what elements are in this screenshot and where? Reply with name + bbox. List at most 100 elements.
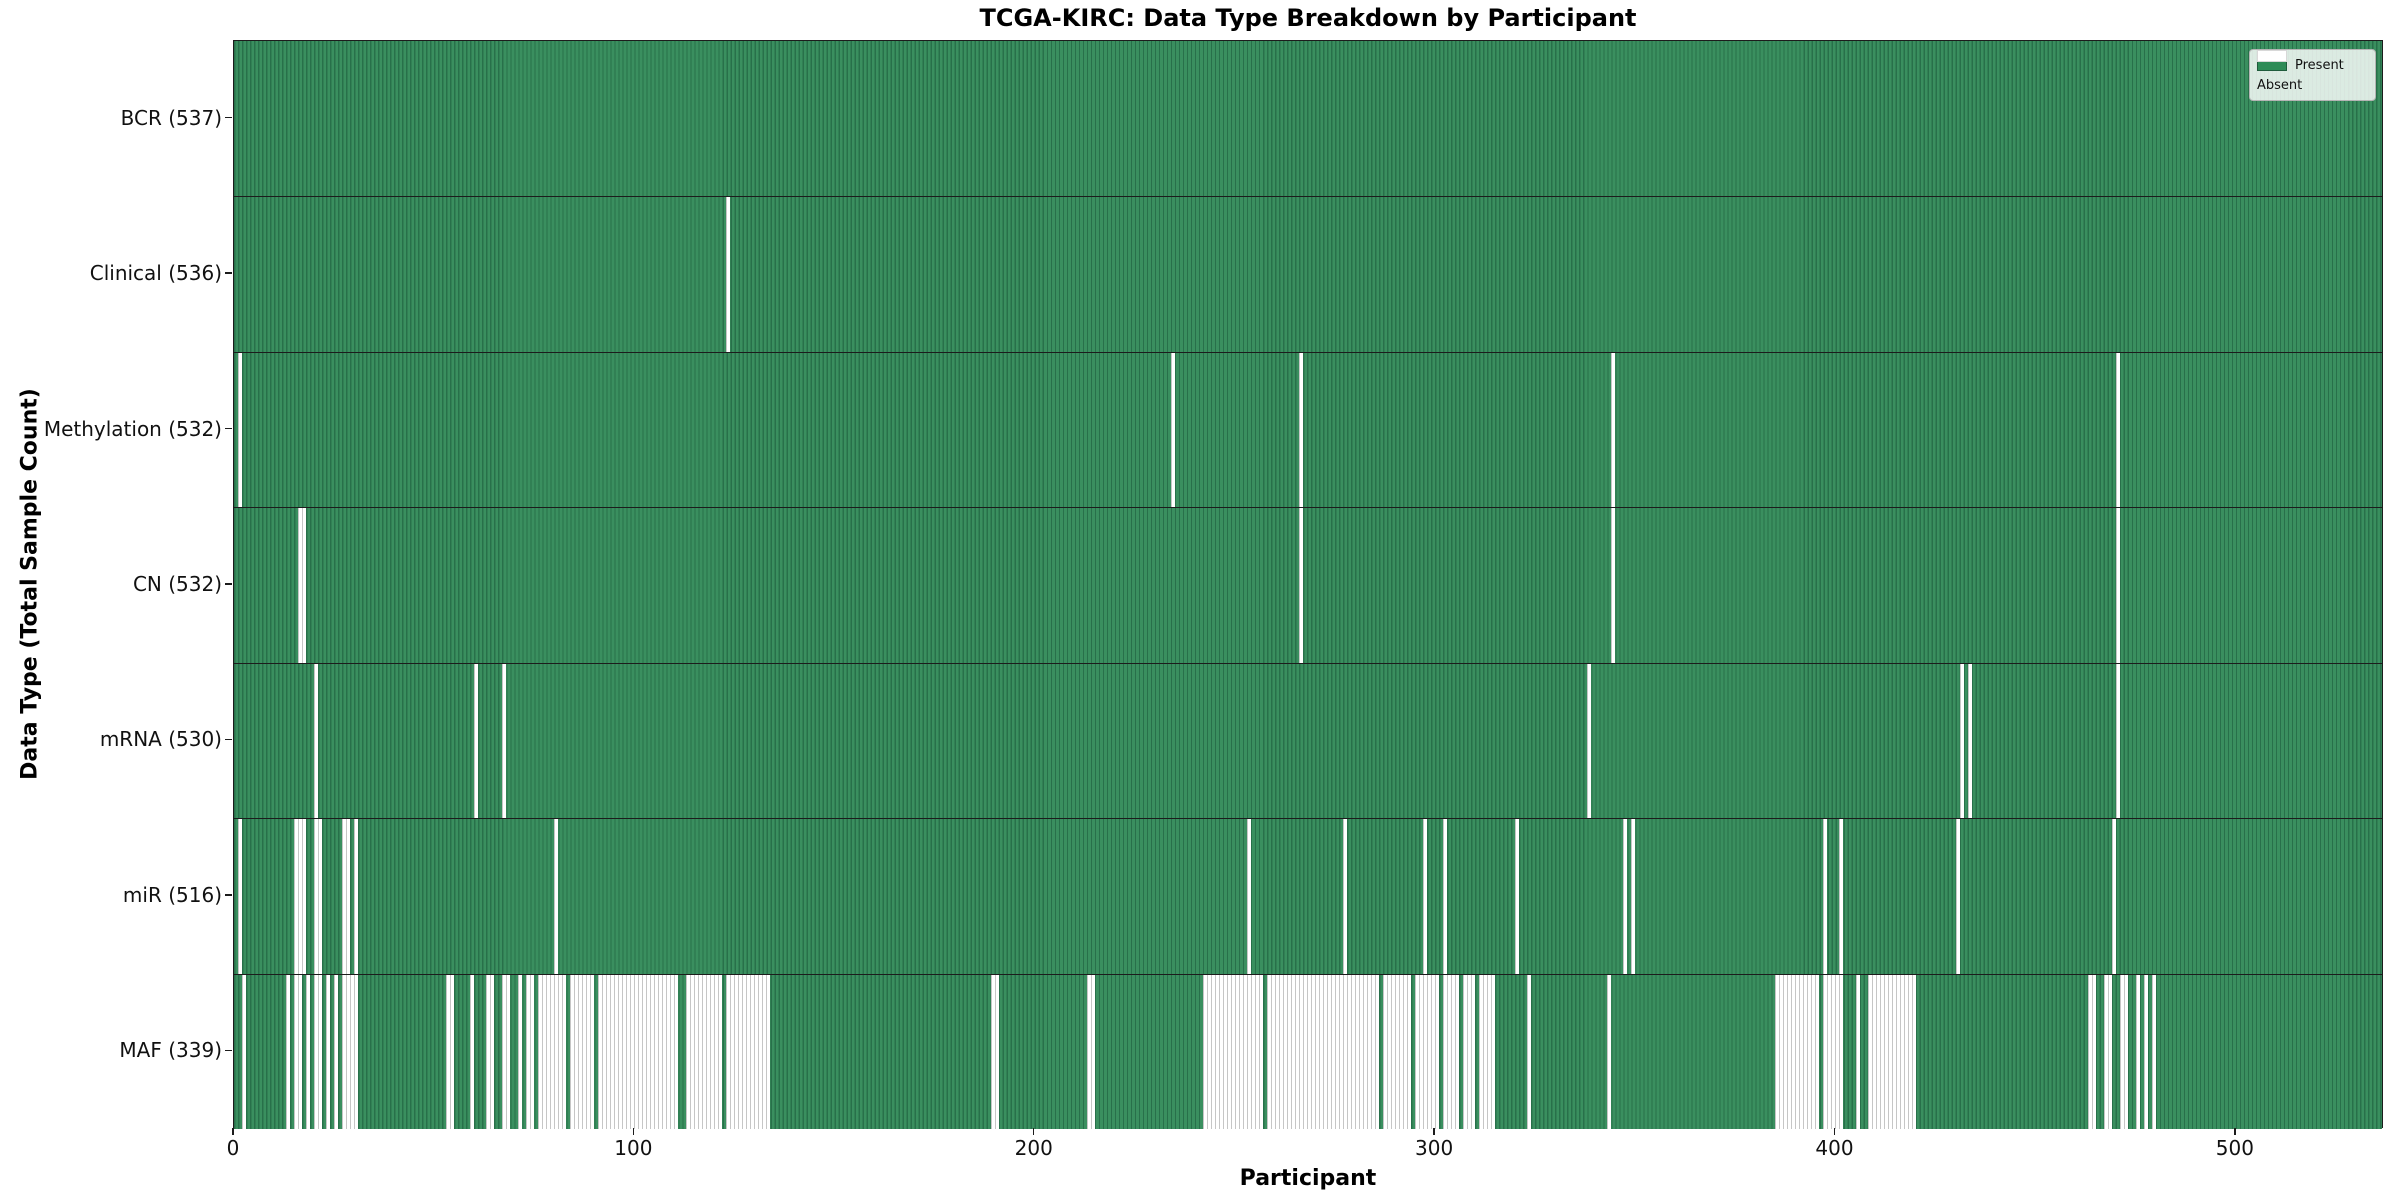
absent-stripe: [1266, 974, 1380, 1129]
heatmap-row-cn: [234, 507, 2382, 663]
absent-stripe: [1170, 352, 1175, 508]
y-tick-mark: [225, 738, 232, 741]
absent-stripe: [1607, 974, 1612, 1129]
absent-stripe: [554, 819, 559, 974]
y-tick-label-mrna: mRNA (530): [99, 727, 222, 752]
y-tick-label-mir: miR (516): [122, 882, 222, 907]
absent-stripe: [1298, 352, 1303, 508]
x-axis-label: Participant: [1239, 1166, 1377, 1191]
x-tick-label-100: 100: [614, 1136, 653, 1160]
absent-stripe: [2119, 974, 2128, 1129]
absent-stripe: [286, 974, 291, 1129]
x-tick-mark: [632, 1128, 635, 1135]
absent-stripe: [238, 819, 242, 974]
absent-stripe: [474, 663, 479, 819]
y-tick-mark: [225, 272, 232, 274]
chart-title: TCGA-KIRC: Data Type Breakdown by Partic…: [979, 4, 1637, 32]
y-tick-mark: [225, 894, 232, 896]
absent-stripe: [518, 974, 523, 1129]
absent-stripe: [598, 974, 679, 1129]
heatmap-row-mir: [234, 818, 2382, 974]
absent-stripe: [238, 352, 242, 508]
absent-stripe: [1343, 819, 1348, 974]
absent-stripe: [2087, 974, 2096, 1129]
y-tick-mark: [225, 427, 232, 430]
heatmap-row-maf: [234, 973, 2382, 1129]
y-axis-label: Data Type (Total Sample Count): [17, 388, 43, 780]
absent-stripe: [1443, 974, 1460, 1129]
absent-stripe: [446, 974, 455, 1129]
absent-stripe: [990, 974, 999, 1129]
x-tick-label-400: 400: [1815, 1136, 1854, 1160]
absent-stripe: [1463, 974, 1476, 1129]
absent-stripe: [1775, 974, 1820, 1129]
absent-stripe: [1202, 974, 1263, 1129]
absent-stripe: [1839, 819, 1844, 974]
absent-stripe: [1855, 974, 1860, 1129]
absent-stripe: [1479, 974, 1496, 1129]
absent-stripe: [2135, 974, 2140, 1129]
x-tick-label-0: 0: [226, 1136, 240, 1160]
y-tick-mark: [225, 1049, 232, 1052]
absent-stripe: [354, 819, 359, 974]
y-tick-mark: [225, 116, 232, 119]
absent-stripe: [334, 974, 339, 1129]
absent-stripe: [1527, 974, 1532, 1129]
absent-stripe: [486, 974, 495, 1129]
absent-stripe: [1611, 352, 1616, 508]
absent-stripe: [1086, 974, 1095, 1129]
x-tick-mark: [1032, 1128, 1035, 1135]
heatmap-row-mrna: [234, 662, 2382, 819]
x-tick-mark: [1433, 1128, 1435, 1135]
absent-stripe: [314, 819, 323, 974]
absent-stripe: [326, 974, 331, 1129]
absent-stripe: [2143, 974, 2148, 1129]
absent-swatch-icon: [2257, 50, 2287, 62]
absent-stripe: [294, 819, 307, 974]
x-tick-label-500: 500: [2215, 1136, 2254, 1160]
y-tick-label-bcr: BCR (537): [120, 105, 222, 130]
absent-stripe: [242, 974, 246, 1129]
legend-present-label: Present: [2295, 57, 2344, 73]
y-tick-label-cn: CN (532): [132, 572, 222, 596]
y-tick-label-methylation: Methylation (532): [43, 416, 222, 441]
heatmap-row-bcr: [234, 41, 2382, 197]
x-tick-mark: [2234, 1128, 2236, 1135]
legend-item-present: Present: [2257, 55, 2367, 75]
absent-stripe: [1959, 663, 1964, 819]
absent-stripe: [2115, 508, 2120, 663]
absent-stripe: [1967, 663, 1972, 819]
y-tick-label-clinical: Clinical (536): [89, 261, 222, 286]
legend-absent-label: Absent: [2257, 77, 2303, 93]
x-tick-mark: [1833, 1128, 1836, 1135]
absent-stripe: [1423, 819, 1428, 974]
absent-stripe: [1611, 508, 1616, 663]
heatmap-row-clinical: [234, 196, 2382, 352]
absent-stripe: [1298, 508, 1303, 663]
absent-stripe: [726, 974, 771, 1129]
absent-stripe: [1246, 819, 1251, 974]
y-tick-label-maf: MAF (339): [119, 1038, 222, 1063]
absent-stripe: [1515, 819, 1520, 974]
absent-stripe: [314, 663, 319, 819]
x-tick-mark: [232, 1128, 234, 1135]
absent-stripe: [306, 974, 311, 1129]
absent-stripe: [2115, 352, 2120, 508]
x-tick-label-300: 300: [1415, 1136, 1454, 1160]
absent-stripe: [526, 974, 535, 1129]
absent-stripe: [502, 663, 507, 819]
absent-stripe: [2111, 819, 2116, 974]
absent-stripe: [1823, 974, 1844, 1129]
absent-stripe: [502, 974, 511, 1129]
legend-item-absent: Absent: [2257, 50, 2367, 95]
absent-stripe: [1623, 819, 1628, 974]
heatmap-row-methylation: [234, 351, 2382, 508]
absent-stripe: [298, 508, 307, 663]
absent-stripe: [2103, 974, 2112, 1129]
absent-stripe: [2115, 663, 2120, 819]
absent-stripe: [342, 819, 351, 974]
absent-stripe: [1415, 974, 1440, 1129]
absent-stripe: [1587, 663, 1592, 819]
absent-stripe: [686, 974, 723, 1129]
